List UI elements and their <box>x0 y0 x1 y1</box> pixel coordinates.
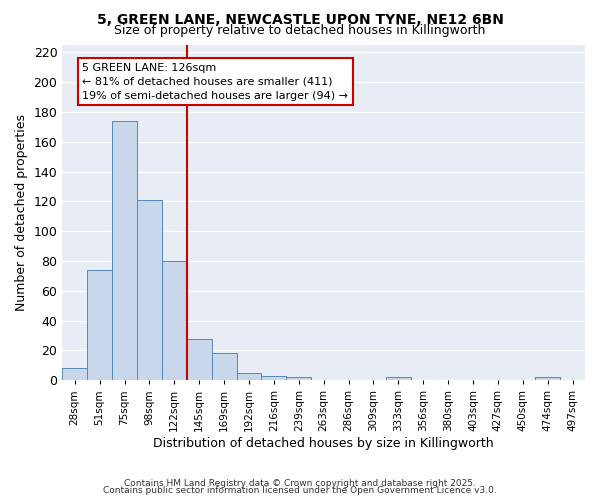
Bar <box>137 200 162 380</box>
Text: Contains HM Land Registry data © Crown copyright and database right 2025.: Contains HM Land Registry data © Crown c… <box>124 478 476 488</box>
Bar <box>112 121 137 380</box>
X-axis label: Distribution of detached houses by size in Killingworth: Distribution of detached houses by size … <box>154 437 494 450</box>
Text: 5, GREEN LANE, NEWCASTLE UPON TYNE, NE12 6BN: 5, GREEN LANE, NEWCASTLE UPON TYNE, NE12… <box>97 12 503 26</box>
Bar <box>62 368 87 380</box>
Bar <box>236 373 262 380</box>
Bar <box>262 376 286 380</box>
Text: Size of property relative to detached houses in Killingworth: Size of property relative to detached ho… <box>115 24 485 37</box>
Bar <box>535 378 560 380</box>
Bar <box>162 261 187 380</box>
Text: 5 GREEN LANE: 126sqm
← 81% of detached houses are smaller (411)
19% of semi-deta: 5 GREEN LANE: 126sqm ← 81% of detached h… <box>82 63 348 101</box>
Bar <box>286 378 311 380</box>
Bar <box>386 378 411 380</box>
Bar <box>212 354 236 380</box>
Text: Contains public sector information licensed under the Open Government Licence v3: Contains public sector information licen… <box>103 486 497 495</box>
Bar <box>187 338 212 380</box>
Bar <box>87 270 112 380</box>
Y-axis label: Number of detached properties: Number of detached properties <box>15 114 28 311</box>
